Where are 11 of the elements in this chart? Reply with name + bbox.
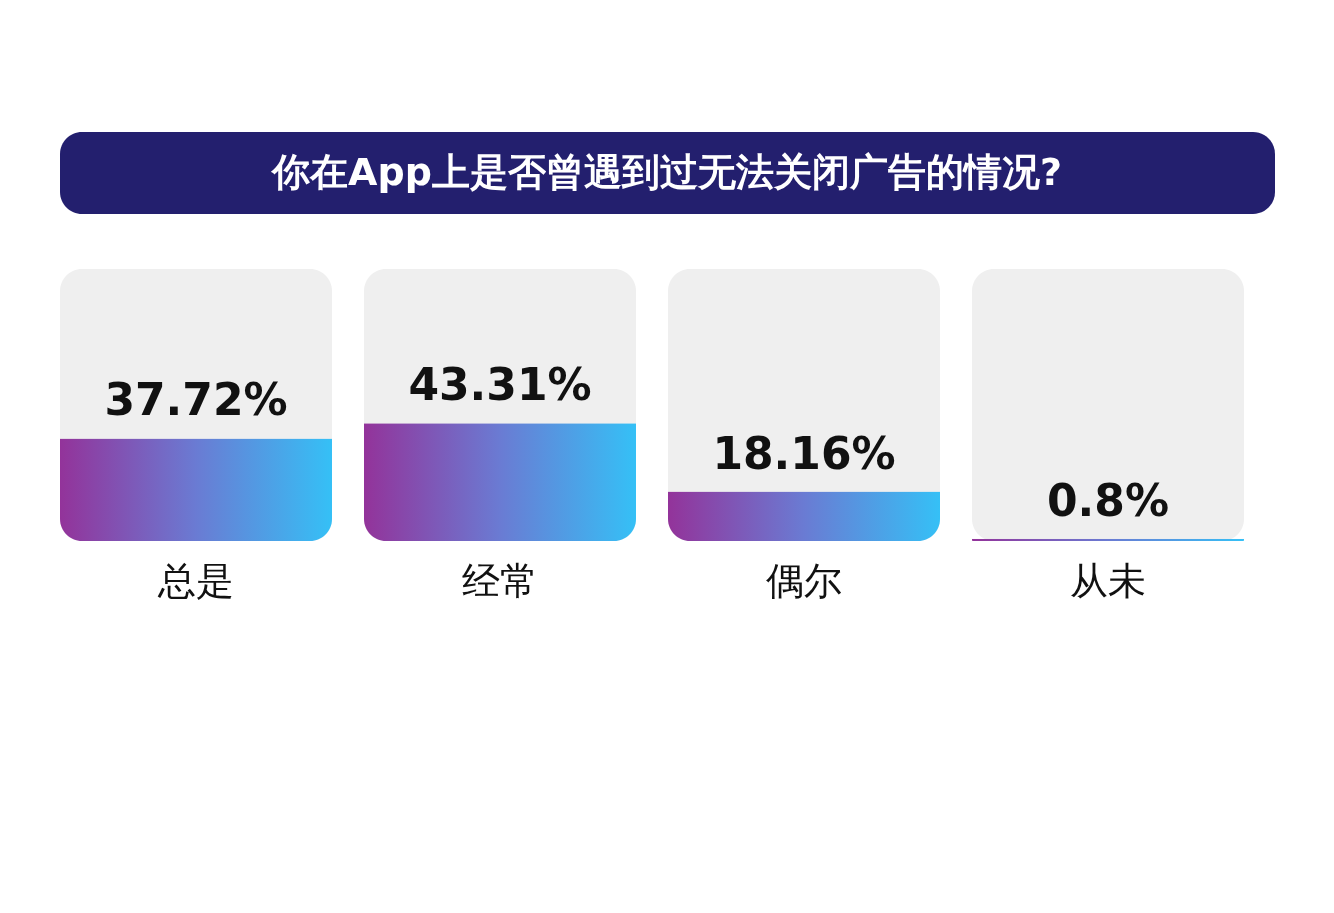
data-label: 0.8%: [1046, 474, 1170, 526]
data-label: 18.16%: [712, 427, 896, 479]
bar: [668, 491, 940, 541]
data-label: 43.31%: [408, 359, 592, 411]
x-tick-label: 偶尔: [766, 558, 842, 603]
bar: [972, 538, 1244, 541]
chart-title: 你在App上是否曾遇到过无法关闭广告的情况?: [270, 150, 1062, 194]
x-tick-label: 经常: [462, 558, 538, 603]
x-tick-label: 总是: [157, 558, 234, 603]
data-label: 37.72%: [104, 374, 288, 426]
x-tick-label: 从未: [1070, 558, 1146, 603]
